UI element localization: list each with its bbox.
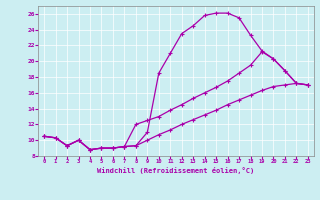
X-axis label: Windchill (Refroidissement éolien,°C): Windchill (Refroidissement éolien,°C) xyxy=(97,167,255,174)
